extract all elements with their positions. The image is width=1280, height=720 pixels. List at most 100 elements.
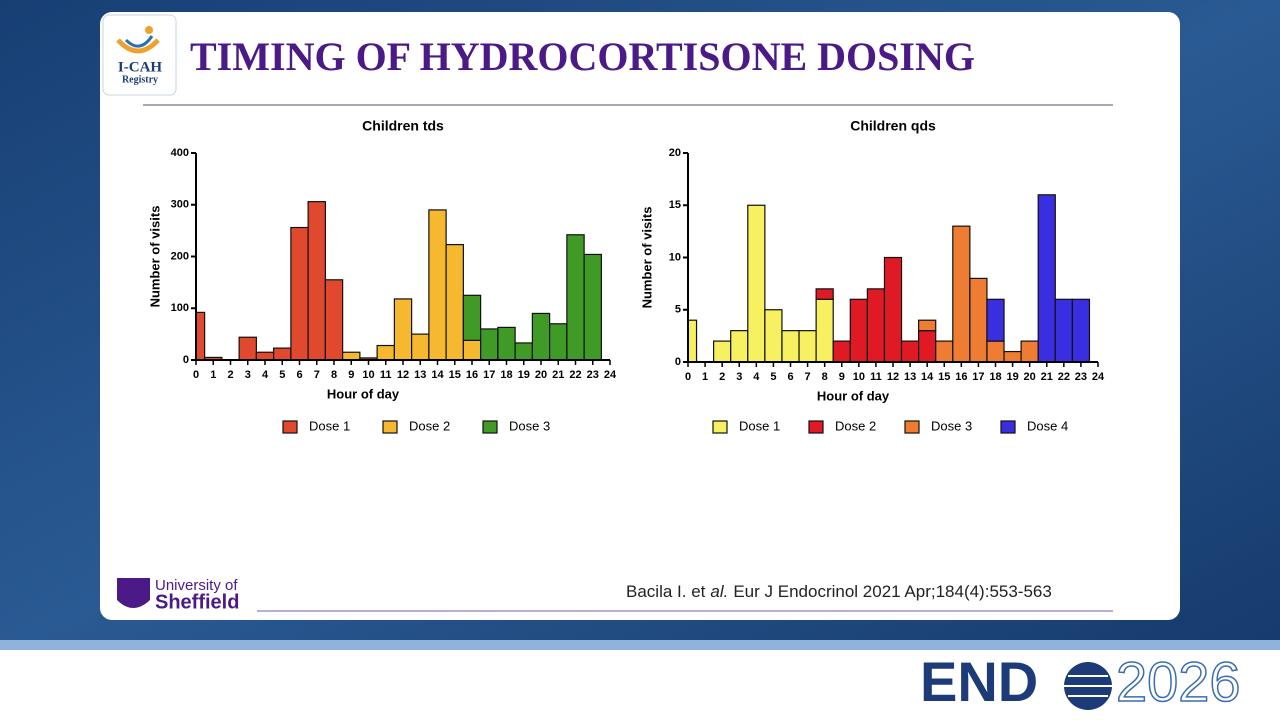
bar bbox=[324, 279, 344, 360]
bar bbox=[815, 298, 834, 362]
x-tick-label: 20 bbox=[535, 369, 547, 381]
bar bbox=[462, 339, 482, 360]
legend-label: Dose 2 bbox=[835, 418, 876, 433]
chart-title: Children tds bbox=[362, 118, 444, 134]
bar bbox=[713, 340, 732, 362]
bar bbox=[832, 340, 851, 362]
x-tick-label: 7 bbox=[314, 369, 320, 381]
x-tick-label: 24 bbox=[1092, 371, 1105, 383]
legend-swatch bbox=[808, 420, 824, 434]
bar bbox=[730, 330, 749, 362]
legend-label: Dose 3 bbox=[931, 418, 972, 433]
y-tick-label: 400 bbox=[171, 147, 189, 159]
bar bbox=[204, 356, 223, 360]
legend-swatch bbox=[482, 420, 498, 434]
x-tick-label: 15 bbox=[938, 371, 950, 383]
bar bbox=[196, 311, 206, 360]
event-globe-lines bbox=[1064, 675, 1112, 697]
bar bbox=[1037, 194, 1056, 362]
y-tick-label: 300 bbox=[171, 199, 189, 211]
bar bbox=[290, 226, 309, 360]
logo-subtitle: Registry bbox=[122, 74, 158, 85]
bar bbox=[428, 209, 447, 360]
event-name: END bbox=[920, 650, 1038, 713]
x-tick-label: 13 bbox=[414, 369, 426, 381]
bar bbox=[764, 309, 783, 362]
logo-dot bbox=[145, 26, 153, 34]
x-tick-label: 8 bbox=[331, 369, 337, 381]
x-tick-label: 1 bbox=[210, 369, 216, 381]
bars bbox=[196, 201, 602, 360]
y-tick-label: 100 bbox=[171, 302, 189, 314]
x-tick-label: 18 bbox=[989, 371, 1001, 383]
bar bbox=[376, 344, 395, 360]
y-tick-label: 20 bbox=[669, 147, 681, 159]
bar bbox=[445, 243, 464, 360]
x-tick-label: 17 bbox=[483, 369, 495, 381]
citation-part: Eur J Endocrinol 2021 Apr;184(4):553-563 bbox=[733, 582, 1051, 601]
logo-name: I-CAH bbox=[118, 59, 162, 75]
x-tick-label: 12 bbox=[397, 369, 409, 381]
bar bbox=[393, 298, 413, 360]
x-tick-label: 19 bbox=[1006, 371, 1018, 383]
x-tick-label: 3 bbox=[245, 369, 251, 381]
x-tick-label: 5 bbox=[770, 371, 776, 383]
x-tick-label: 19 bbox=[518, 369, 530, 381]
bar bbox=[986, 298, 1005, 342]
bar bbox=[900, 340, 920, 362]
y-tick-label: 200 bbox=[171, 250, 189, 262]
x-tick-label: 22 bbox=[1058, 371, 1070, 383]
logo-box bbox=[102, 14, 177, 96]
y-tick-label: 5 bbox=[675, 304, 681, 316]
x-tick-label: 21 bbox=[1041, 371, 1053, 383]
bar bbox=[307, 201, 326, 360]
bar bbox=[497, 326, 516, 360]
x-tick-label: 20 bbox=[1024, 371, 1036, 383]
x-tick-label: 4 bbox=[753, 371, 760, 383]
x-axis-label: Hour of day bbox=[817, 388, 890, 403]
bar bbox=[866, 288, 886, 362]
bar bbox=[462, 294, 482, 341]
y-axis-label: Number of visits bbox=[147, 206, 162, 308]
y-tick-label: 10 bbox=[669, 251, 681, 263]
x-tick-label: 9 bbox=[839, 371, 845, 383]
bar bbox=[952, 225, 971, 362]
legend-swatch bbox=[712, 420, 728, 434]
x-tick-label: 12 bbox=[887, 371, 899, 383]
bar bbox=[531, 312, 551, 360]
citation: Bacila I. et al. Eur J Endocrinol 2021 Apr… bbox=[626, 582, 1052, 601]
x-tick-label: 11 bbox=[380, 369, 392, 381]
legend-swatch bbox=[904, 420, 920, 434]
bar bbox=[1020, 340, 1039, 362]
slide-title: TIMING OF HYDROCORTISONE DOSING bbox=[190, 34, 975, 79]
x-tick-label: 14 bbox=[921, 371, 934, 383]
event-year: 2026 bbox=[1116, 650, 1241, 713]
y-tick-label: 0 bbox=[183, 354, 189, 366]
bar bbox=[918, 330, 937, 362]
x-tick-label: 23 bbox=[1075, 371, 1087, 383]
bar bbox=[1071, 298, 1091, 362]
bar bbox=[969, 277, 988, 362]
x-tick-label: 18 bbox=[500, 369, 512, 381]
bar bbox=[918, 319, 937, 332]
bar bbox=[411, 333, 430, 360]
bar bbox=[815, 288, 834, 300]
x-tick-label: 3 bbox=[736, 371, 742, 383]
citation-part: al. bbox=[710, 582, 728, 601]
x-tick-label: 0 bbox=[685, 371, 691, 383]
x-tick-label: 6 bbox=[787, 371, 793, 383]
bar bbox=[583, 253, 602, 360]
bar bbox=[549, 323, 568, 360]
bar bbox=[342, 351, 361, 360]
y-tick-label: 15 bbox=[669, 199, 681, 211]
bar bbox=[798, 330, 817, 362]
bar bbox=[986, 340, 1005, 362]
bar bbox=[514, 342, 533, 360]
legend-label: Dose 1 bbox=[309, 418, 350, 433]
x-tick-label: 10 bbox=[362, 369, 374, 381]
x-tick-label: 21 bbox=[552, 369, 564, 381]
x-tick-label: 9 bbox=[348, 369, 354, 381]
legend-label: Dose 3 bbox=[509, 418, 550, 433]
bar bbox=[273, 347, 292, 360]
legend-label: Dose 2 bbox=[409, 418, 450, 433]
